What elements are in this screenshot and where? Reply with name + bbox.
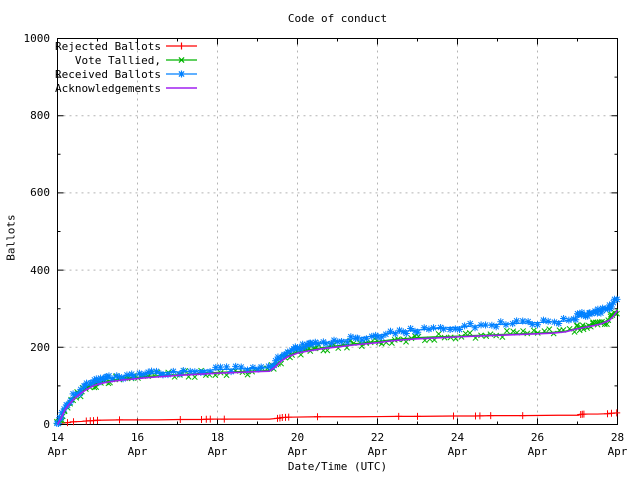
- plot-border: [57, 38, 618, 425]
- x-tick-day: 24: [450, 431, 465, 444]
- legend-sample-1: [166, 56, 197, 64]
- series-line: [56, 309, 619, 425]
- x-tick-day: 16: [130, 431, 145, 444]
- series-received-ballots: [53, 295, 621, 427]
- legend-label: Acknowledgements: [55, 81, 161, 95]
- y-tick-label: 1000: [23, 32, 51, 45]
- x-tick-month: Apr: [607, 445, 628, 458]
- chart-title: Code of conduct: [287, 12, 388, 25]
- x-tick-month: Apr: [367, 445, 388, 458]
- series-line: [56, 296, 618, 425]
- axis-ticks: [57, 38, 618, 425]
- y-tick-label: 400: [30, 263, 50, 277]
- x-tick-month: Apr: [127, 445, 148, 458]
- legend-label: Rejected Ballots: [55, 39, 161, 53]
- y-tick-label: 800: [30, 109, 50, 123]
- legend-label: Vote Tallied,: [74, 53, 161, 67]
- x-tick-month: Apr: [527, 445, 548, 458]
- series-markers: [53, 295, 621, 427]
- series-acknowledgements: [56, 309, 619, 425]
- legend-sample-0: [166, 42, 197, 50]
- x-tick-month: Apr: [47, 445, 68, 458]
- x-tick-day: 20: [290, 431, 305, 444]
- legend-label: Received Ballots: [55, 67, 161, 81]
- series-rejected-ballots: [57, 409, 621, 427]
- x-tick-day: 26: [530, 431, 545, 444]
- y-tick-label: 200: [30, 340, 50, 354]
- x-tick-day: 18: [210, 431, 225, 444]
- series-markers: [64, 409, 621, 427]
- x-tick-day: 14: [50, 431, 65, 444]
- x-axis-label: Date/Time (UTC): [287, 460, 388, 473]
- x-tick-day: 22: [370, 431, 385, 444]
- series-line: [56, 308, 619, 425]
- x-tick-month: Apr: [447, 445, 468, 458]
- y-tick-label: 0: [43, 418, 50, 431]
- grid-lines: [57, 38, 618, 425]
- x-tick-month: Apr: [287, 445, 308, 458]
- legend-sample-2: [166, 70, 197, 78]
- x-tick-day: 28: [610, 431, 625, 444]
- y-tick-label: 600: [30, 186, 50, 200]
- x-tick-month: Apr: [207, 445, 228, 458]
